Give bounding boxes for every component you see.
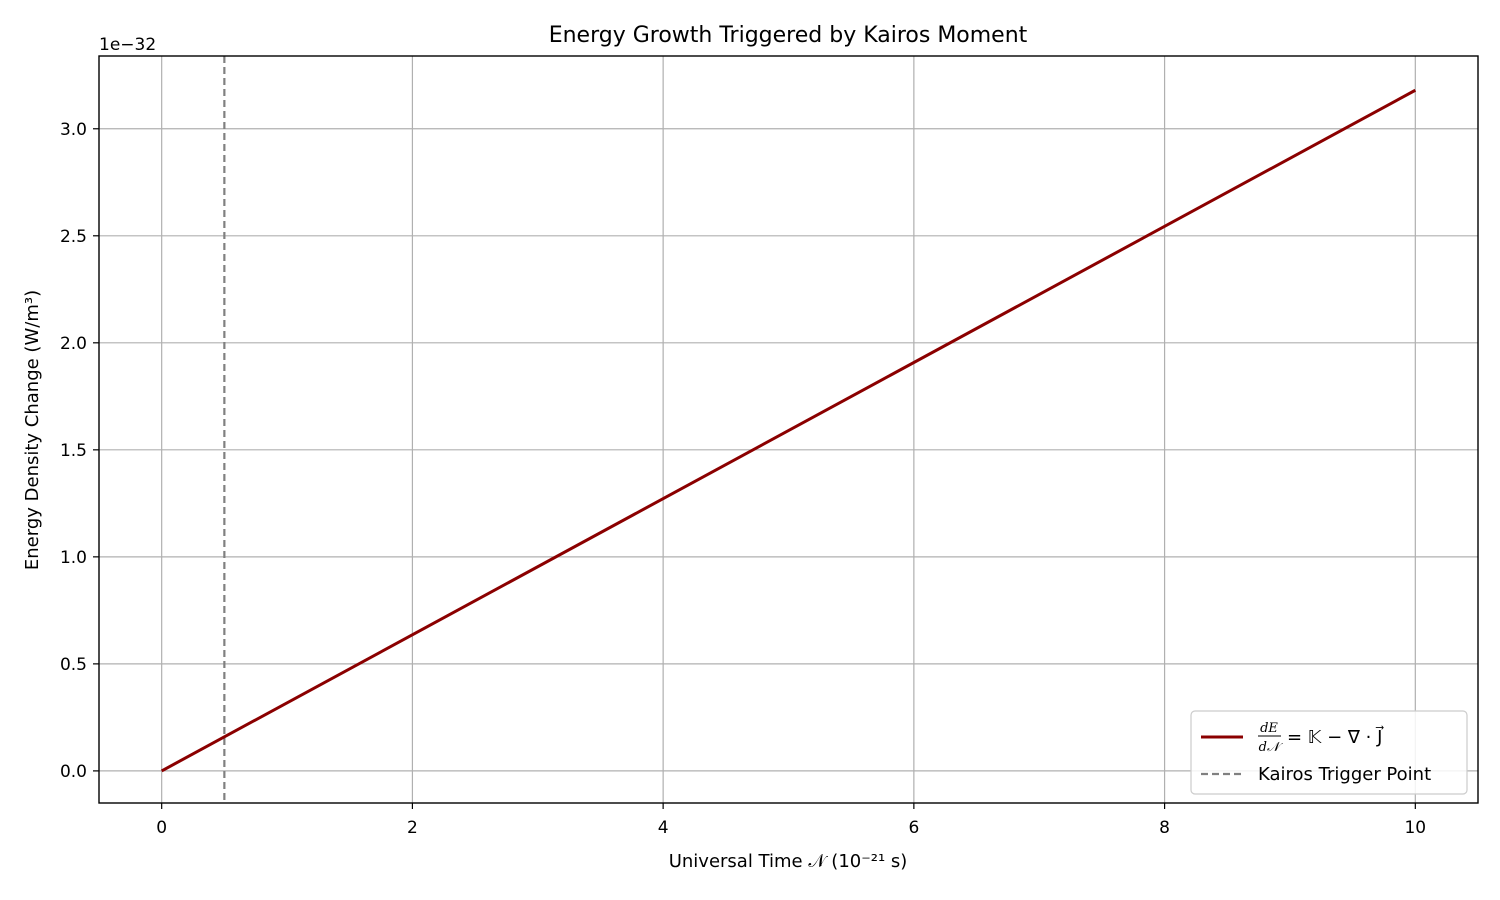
y-tick-label: 0.0 (60, 762, 87, 782)
x-tick-label: 8 (1159, 818, 1170, 838)
y-tick-label: 1.5 (60, 441, 87, 461)
legend-equation-rhs: = 𝕂 − ∇ · J⃗ (1287, 726, 1384, 748)
y-tick-label: 2.0 (60, 334, 87, 354)
y-tick-label: 2.5 (60, 227, 87, 247)
legend-fraction-denominator: d𝒩 (1259, 740, 1284, 755)
y-tick-label: 1.0 (60, 548, 87, 568)
x-axis-label: Universal Time 𝒩 (10⁻²¹ s) (669, 851, 908, 872)
y-axis-ticks: 0.0 0.5 1.0 1.5 2.0 2.5 3.0 (60, 120, 99, 782)
y-offset-label: 1e−32 (99, 35, 156, 55)
x-tick-label: 10 (1404, 818, 1426, 838)
energy-series-line (160, 88, 1417, 773)
legend: dE d𝒩 = 𝕂 − ∇ · J⃗ Kairos Trigger Point (1190, 710, 1468, 795)
y-tick-label: 0.5 (60, 655, 87, 675)
x-tick-label: 4 (658, 818, 669, 838)
x-tick-label: 0 (156, 818, 167, 838)
y-axis-label: Energy Density Change (W/m³) (22, 290, 43, 570)
legend-label-kairos: Kairos Trigger Point (1258, 764, 1431, 785)
axes-frame (98, 55, 1479, 804)
x-tick-label: 2 (407, 818, 418, 838)
legend-fraction-numerator: dE (1260, 721, 1278, 736)
chart-title: Energy Growth Triggered by Kairos Moment (549, 23, 1028, 48)
x-tick-label: 6 (908, 818, 919, 838)
x-axis-ticks: 0 2 4 6 8 10 (156, 803, 1426, 838)
y-tick-label: 3.0 (60, 120, 87, 140)
legend-box (1190, 710, 1468, 795)
plot-area (160, 56, 1417, 803)
